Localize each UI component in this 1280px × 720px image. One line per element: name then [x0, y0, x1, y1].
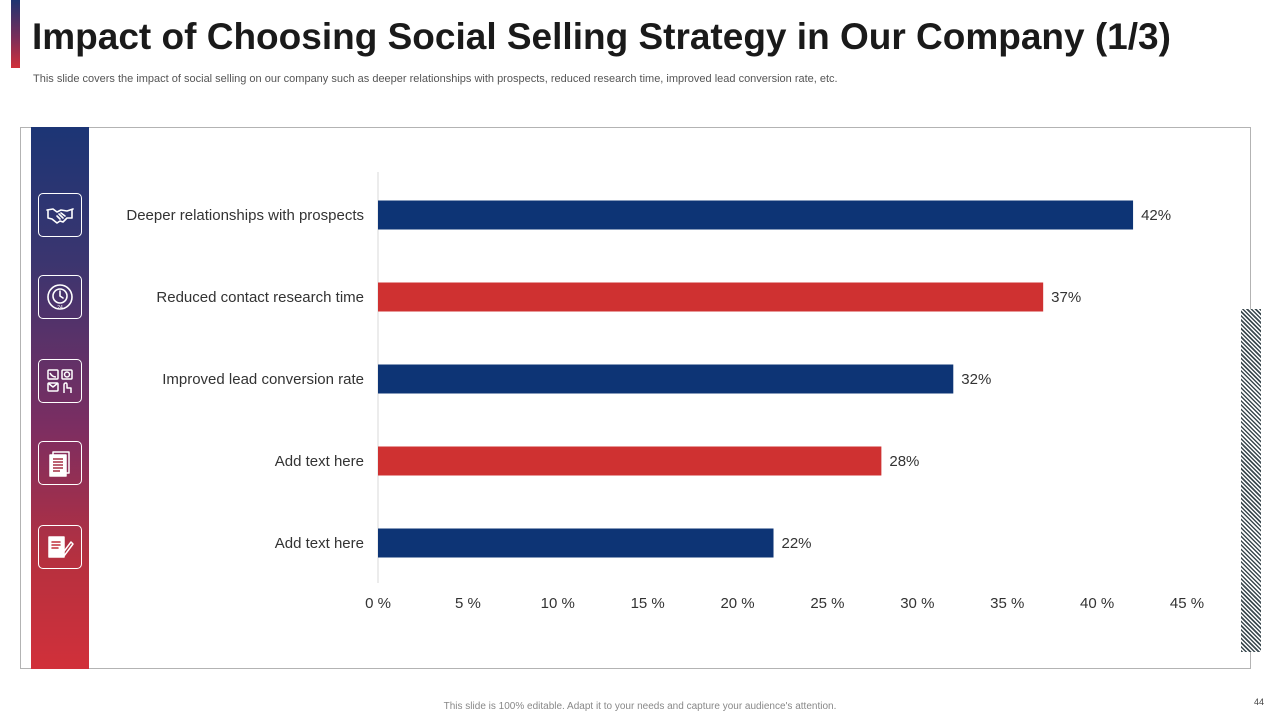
x-tick-label: 30 %	[900, 595, 934, 612]
x-tick-label: 20 %	[720, 595, 754, 612]
bar	[378, 200, 1134, 230]
footer-note: This slide is 100% editable. Adapt it to…	[443, 701, 837, 712]
x-tick-label: 40 %	[1080, 595, 1114, 612]
contact-methods-icon	[38, 359, 82, 403]
clock-24-icon: 24	[38, 275, 82, 319]
bar	[378, 282, 1044, 312]
data-label: 42%	[1141, 207, 1171, 224]
data-label: 32%	[961, 371, 991, 388]
svg-text:24: 24	[57, 305, 63, 311]
category-label: Deeper relationships with prospects	[126, 207, 364, 224]
category-label: Add text here	[275, 453, 364, 470]
bar	[378, 446, 882, 476]
x-tick-label: 45 %	[1170, 595, 1204, 612]
bar	[378, 364, 954, 394]
page-number: 44	[1254, 697, 1265, 707]
data-label: 37%	[1051, 289, 1081, 306]
bar	[378, 528, 774, 558]
x-tick-label: 0 %	[365, 595, 391, 612]
x-tick-label: 25 %	[810, 595, 844, 612]
data-label: 22%	[782, 535, 812, 552]
x-tick-label: 10 %	[541, 595, 575, 612]
signed-document-icon	[38, 525, 82, 569]
category-label: Add text here	[275, 535, 364, 552]
x-tick-label: 5 %	[455, 595, 481, 612]
category-label: Improved lead conversion rate	[162, 371, 364, 388]
category-label: Reduced contact research time	[156, 289, 364, 306]
page-title: Impact of Choosing Social Selling Strate…	[32, 16, 1171, 57]
x-tick-label: 15 %	[631, 595, 665, 612]
x-tick-label: 35 %	[990, 595, 1024, 612]
page-subtitle: This slide covers the impact of social s…	[33, 73, 838, 85]
decorative-hatch	[1241, 309, 1261, 652]
title-accent-bar	[11, 0, 20, 68]
handshake-icon	[38, 193, 82, 237]
data-label: 28%	[889, 453, 919, 470]
document-icon	[38, 441, 82, 485]
